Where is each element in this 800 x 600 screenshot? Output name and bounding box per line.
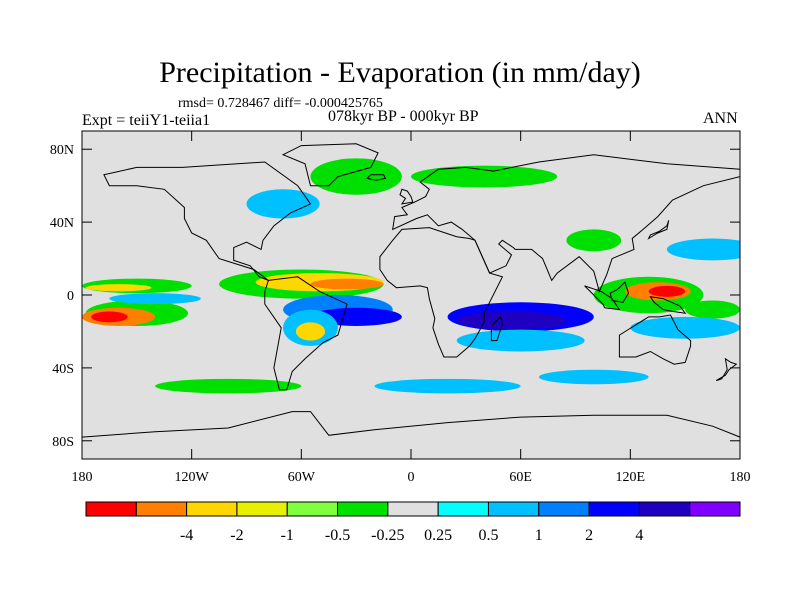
anomaly-patch xyxy=(538,369,649,385)
continent-outlines xyxy=(82,143,740,459)
season-label: ANN xyxy=(703,110,738,127)
lon-tick-label: 120W xyxy=(175,470,210,485)
lon-tick-label: 180 xyxy=(72,470,93,485)
lat-tick-label: 0 xyxy=(67,289,74,304)
colorbar-label: 2 xyxy=(585,527,593,544)
coastline-british-isles xyxy=(399,188,414,205)
colorbar-box xyxy=(437,501,489,517)
colorbar-box xyxy=(286,501,339,517)
colorbar-box xyxy=(638,501,691,517)
colorbar-box xyxy=(538,501,590,517)
anomaly-patch xyxy=(666,238,740,261)
experiment-label: Expt = teiiY1-teiia1 xyxy=(82,112,211,129)
lon-tick-label: 60E xyxy=(509,470,532,485)
coastline-africa xyxy=(379,227,504,358)
colorbar-label: 4 xyxy=(635,527,643,544)
lon-tick-label: 180 xyxy=(730,470,751,485)
coastline-japan xyxy=(647,220,670,240)
lat-tick-label: 40N xyxy=(50,216,74,231)
anomaly-patch xyxy=(91,311,128,323)
coastline-madagascar xyxy=(490,315,503,342)
coastline-indonesia xyxy=(584,285,621,311)
colorbar-box xyxy=(387,501,439,517)
coastline-greenland xyxy=(281,143,379,187)
period-label: 078kyr BP - 000kyr BP xyxy=(328,108,479,125)
colorbar-box xyxy=(135,501,188,517)
anomaly-patch xyxy=(310,158,402,195)
colorbar-box xyxy=(689,501,741,517)
lon-tick-label: 120E xyxy=(616,470,646,485)
anomaly-patch xyxy=(109,293,201,305)
colorbar-label: -2 xyxy=(230,527,243,544)
coastline-antarctica xyxy=(82,411,740,459)
colorbar-box xyxy=(588,501,640,517)
anomaly-patch xyxy=(295,322,326,341)
chart-title: Precipitation - Evaporation (in mm/day) xyxy=(159,56,641,89)
colorbar-label: 0.25 xyxy=(424,527,452,544)
coastline-iceland xyxy=(366,174,387,181)
anomaly-patch xyxy=(630,316,740,339)
colorbar-box xyxy=(337,501,389,517)
colorbar-box xyxy=(85,501,137,517)
anomaly-patch xyxy=(648,285,686,297)
anomaly-patch xyxy=(411,165,558,188)
anomaly-patch xyxy=(155,378,302,394)
colorbar-label: 0.5 xyxy=(478,527,498,544)
coastline-new-zealand xyxy=(715,357,738,382)
colorbar-label: -4 xyxy=(180,527,193,544)
colorbar-box xyxy=(487,501,540,517)
lat-tick-label: 80S xyxy=(52,435,74,450)
coastline-north-america xyxy=(103,161,312,281)
rmsd-diff-stats: rmsd= 0.728467 diff= -0.000425765 xyxy=(178,96,383,111)
colorbar-label: -0.25 xyxy=(371,527,404,544)
anomaly-patch xyxy=(374,378,521,394)
anomaly-patch xyxy=(456,311,567,330)
coastline-eurasia xyxy=(392,154,740,293)
lat-tick-label: 40S xyxy=(52,362,74,377)
lat-tick-label: 80N xyxy=(50,143,74,158)
coastline-new-guinea xyxy=(649,296,687,314)
lon-tick-label: 0 xyxy=(408,470,415,485)
anomaly-patch xyxy=(566,229,622,252)
anomaly-patch xyxy=(310,278,384,290)
coastline-borneo xyxy=(609,281,630,303)
coastline-south-america xyxy=(264,276,348,391)
coastline-australia xyxy=(618,314,692,365)
anomaly-patch xyxy=(685,300,740,319)
anomaly-patch xyxy=(456,329,585,352)
colorbar-box xyxy=(186,501,238,517)
anomaly-patch xyxy=(246,189,320,219)
colorbar-label: -0.5 xyxy=(325,527,350,544)
anomaly-patch xyxy=(85,284,152,292)
colorbar-label: -1 xyxy=(281,527,294,544)
lon-tick-label: 60W xyxy=(288,470,316,485)
colorbar-label: 1 xyxy=(535,527,543,544)
colorbar-box xyxy=(236,501,288,517)
